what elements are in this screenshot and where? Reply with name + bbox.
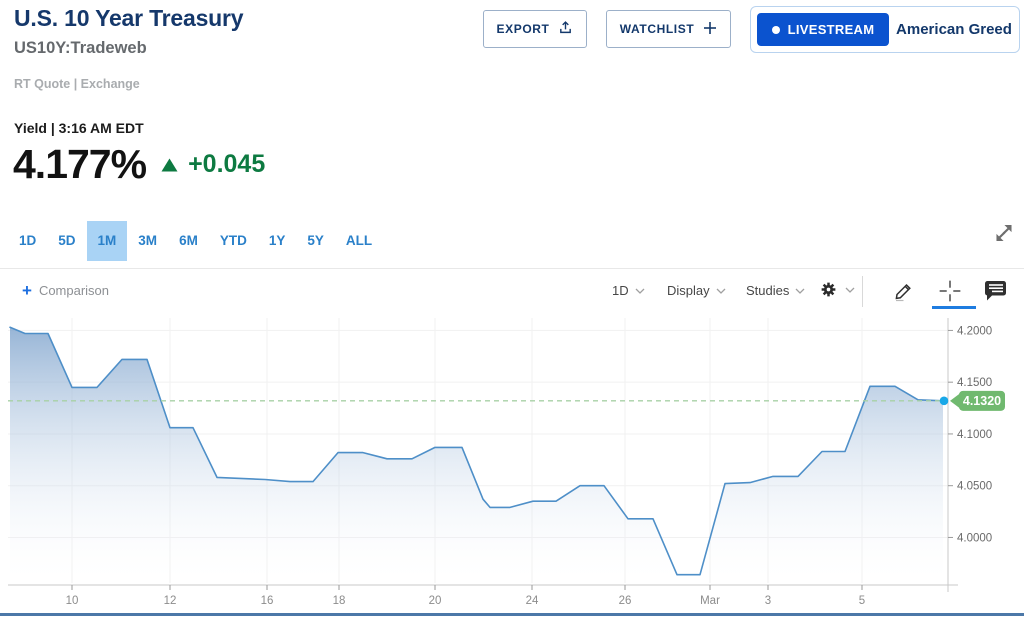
livestream-show-title[interactable]: American Greed — [896, 21, 1012, 38]
comment-annotation-icon[interactable] — [982, 279, 1006, 303]
svg-text:4.0000: 4.0000 — [957, 532, 992, 544]
chevron-down-icon — [635, 288, 645, 294]
fullscreen-expand-icon[interactable] — [990, 219, 1018, 247]
yield-change: +0.045 — [161, 150, 265, 179]
comparison-button[interactable]: + Comparison — [22, 280, 110, 300]
svg-text:24: 24 — [526, 595, 539, 607]
up-triangle-icon — [161, 158, 178, 171]
tab-3m[interactable]: 3M — [138, 233, 158, 248]
quote-summary: 4.177% +0.045 — [13, 141, 265, 188]
tab-5y[interactable]: 5Y — [307, 233, 324, 248]
section-divider — [0, 268, 1024, 269]
crosshair-active-indicator — [932, 306, 976, 309]
svg-text:4.2000: 4.2000 — [957, 325, 992, 337]
yield-timestamp-label: Yield | 3:16 AM EDT — [14, 120, 144, 136]
settings-gear-icon — [821, 282, 836, 297]
current-yield-value: 4.177% — [13, 141, 147, 187]
yield-change-value: +0.045 — [188, 150, 266, 178]
svg-text:12: 12 — [164, 595, 177, 607]
watchlist-button-label: WATCHLIST — [619, 22, 695, 36]
export-button-label: EXPORT — [496, 22, 550, 36]
bottom-accent-line — [0, 613, 1024, 616]
chart-settings-dropdown[interactable] — [818, 279, 855, 300]
studies-dropdown-label: Studies — [746, 283, 790, 298]
price-chart-svg[interactable]: 4.2000 4.1500 4.1000 4.0500 4.0000 10 12 16 18 20… — [0, 315, 1024, 615]
comparison-label: Comparison — [38, 283, 110, 298]
tab-all[interactable]: ALL — [345, 233, 373, 248]
quote-type-label: RT Quote | Exchange — [14, 77, 140, 91]
time-range-tabs: 1D 5D 1M 3M 6M YTD 1Y 5Y ALL — [8, 221, 383, 261]
chevron-down-icon — [716, 288, 726, 294]
svg-text:10: 10 — [66, 595, 79, 607]
tab-5d[interactable]: 5D — [58, 233, 76, 248]
svg-text:3: 3 — [765, 595, 771, 607]
svg-text:26: 26 — [619, 595, 632, 607]
export-button[interactable]: EXPORT — [483, 10, 587, 48]
svg-text:4.1320: 4.1320 — [963, 394, 1001, 408]
crosshair-tool-icon[interactable] — [938, 279, 962, 303]
live-dot-icon — [771, 25, 780, 34]
svg-text:16: 16 — [261, 595, 274, 607]
chevron-down-icon — [845, 287, 855, 293]
svg-text:4.0500: 4.0500 — [957, 481, 992, 493]
svg-text:Mar: Mar — [700, 595, 720, 607]
price-chart[interactable]: 4.2000 4.1500 4.1000 4.0500 4.0000 10 12 16 18 20… — [0, 315, 1024, 615]
tab-1d[interactable]: 1D — [19, 233, 37, 248]
instrument-symbol: US10Y:Tradeweb — [14, 39, 147, 57]
livestream-button[interactable]: LIVESTREAM — [757, 13, 889, 46]
interval-dropdown[interactable]: 1D — [612, 283, 645, 298]
svg-text:18: 18 — [333, 595, 346, 607]
tab-1y[interactable]: 1Y — [268, 233, 286, 248]
toolbar-divider — [862, 276, 863, 307]
chevron-down-icon — [795, 288, 805, 294]
svg-text:4.1500: 4.1500 — [957, 377, 992, 389]
display-dropdown[interactable]: Display — [667, 283, 726, 298]
page-title: U.S. 10 Year Treasury — [14, 5, 244, 31]
watchlist-button[interactable]: WATCHLIST — [606, 10, 731, 48]
svg-text:20: 20 — [429, 595, 442, 607]
livestream-widget: LIVESTREAM American Greed — [750, 6, 1020, 53]
livestream-label: LIVESTREAM — [787, 22, 875, 37]
draw-pencil-icon[interactable] — [892, 279, 916, 303]
plus-icon — [703, 21, 717, 38]
svg-text:4.1000: 4.1000 — [957, 429, 992, 441]
comparison-plus-icon: + — [22, 280, 32, 300]
tab-ytd[interactable]: YTD — [219, 233, 247, 248]
studies-dropdown[interactable]: Studies — [746, 283, 805, 298]
svg-text:5: 5 — [859, 595, 865, 607]
tab-1m[interactable]: 1M — [86, 221, 128, 261]
export-share-icon — [558, 20, 573, 38]
tab-6m[interactable]: 6M — [179, 233, 198, 248]
display-dropdown-label: Display — [667, 283, 710, 298]
interval-dropdown-value: 1D — [612, 283, 629, 298]
